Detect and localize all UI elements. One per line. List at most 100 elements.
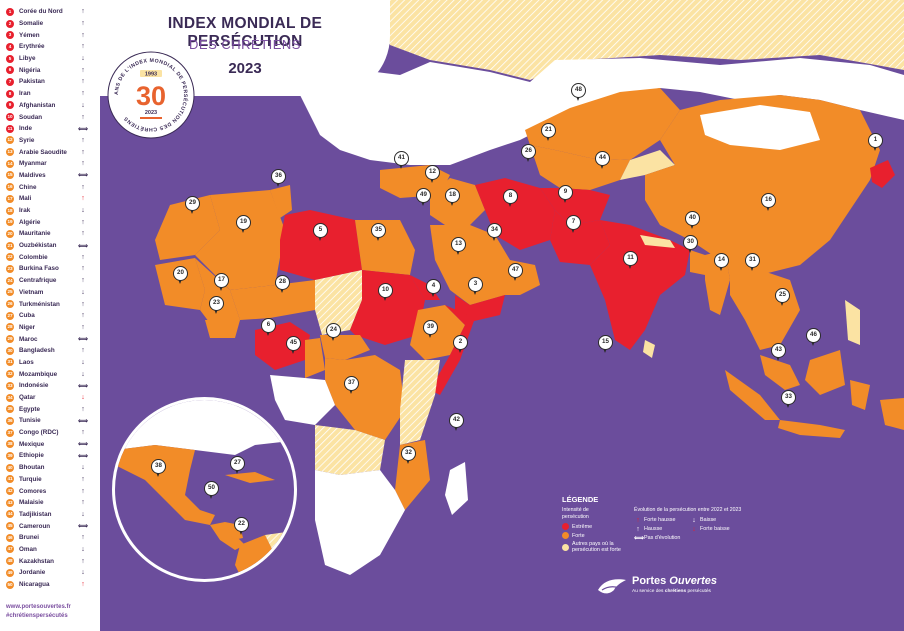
map-pin-icon[interactable]: 14 [714,253,729,272]
map-pin-icon[interactable]: 9 [558,185,573,204]
trend-arrow-icon: ↑ [81,557,85,565]
website-link[interactable]: www.portesouvertes.fr [6,604,71,610]
map-pin-icon[interactable]: 34 [487,223,502,242]
map-pin-icon[interactable]: 21 [541,123,556,142]
rank-number: 17 [6,194,14,203]
map-pin-icon[interactable]: 43 [771,343,786,362]
map-pin-icon[interactable]: 45 [286,336,301,355]
rank-country: Cuba [19,312,35,320]
map-pin-icon[interactable]: 5 [313,223,328,242]
map-pin-icon[interactable]: 33 [781,390,796,409]
map-pin-icon[interactable]: 22 [234,517,249,536]
map-pin-icon[interactable]: 31 [745,253,760,272]
rank-number: 38 [6,440,14,449]
rank-country: Bhoutan [19,464,45,472]
map-pin-icon[interactable]: 37 [344,376,359,395]
rank-number: 40 [6,463,14,472]
map-pin-icon[interactable]: 29 [185,196,200,215]
country-sri-lanka [643,340,655,358]
map-pin-icon[interactable]: 3 [468,277,483,296]
map-pin-label: 27 [230,456,245,471]
country-borneo [805,350,845,395]
map-pin-icon[interactable]: 26 [521,144,536,163]
trend-arrow-icon: ↑ [81,265,85,273]
map-pin-icon[interactable]: 39 [423,320,438,339]
map-pin-icon[interactable]: 4 [426,279,441,298]
trend-arrow-icon: ↑ [81,31,85,39]
trend-arrow-icon: ↑ [636,525,640,533]
rank-country: Turquie [19,475,42,483]
map-pin-icon[interactable]: 46 [806,328,821,347]
map-pin-icon[interactable]: 11 [623,251,638,270]
map-pin-icon[interactable]: 42 [449,413,464,432]
map-pin-icon[interactable]: 10 [378,283,393,302]
map-pin-label: 36 [271,169,286,184]
map-pin-label: 7 [566,215,581,230]
map-pin-icon[interactable]: 7 [566,215,581,234]
ranking-row: 36 Tunisie ⟺ [6,415,100,427]
map-pin-label: 13 [451,237,466,252]
map-pin-icon[interactable]: 13 [451,237,466,256]
map-pin-icon[interactable]: 6 [261,318,276,337]
country-north-korea [870,160,895,188]
map-pin-label: 41 [394,151,409,166]
map-pin-icon[interactable]: 47 [508,263,523,282]
rank-country: Ouzbékistan [19,242,57,250]
legend: LÉGENDE Intensité de persécution Extrême… [562,495,762,575]
map-pin-icon[interactable]: 1 [868,133,883,152]
map-pin-icon[interactable]: 44 [595,151,610,170]
map-pin-label: 38 [151,459,166,474]
map-pin-label: 49 [416,188,431,203]
map-pin-icon[interactable]: 23 [209,296,224,315]
legend-label: Pas d'évolution [644,535,681,541]
map-pin-icon[interactable]: 19 [236,215,251,234]
map-pin-icon[interactable]: 48 [571,83,586,102]
map-pin-icon[interactable]: 49 [416,188,431,207]
map-pin-icon[interactable]: 8 [503,189,518,208]
map-pin-icon[interactable]: 2 [453,335,468,354]
map-pin-label: 25 [775,288,790,303]
map-canvas [155,0,904,575]
trend-arrow-icon: ↑ [81,534,85,542]
map-pin-icon[interactable]: 16 [761,193,776,212]
rank-number: 5 [6,54,14,63]
map-pin-icon[interactable]: 36 [271,169,286,188]
brand-logo[interactable]: Portes Ouvertes Au service des chrétiens… [594,572,734,604]
map-pin-icon[interactable]: 18 [445,188,460,207]
map-pin-icon[interactable]: 35 [371,223,386,242]
trend-arrow-icon: ↑ [81,487,85,495]
ranking-row: 1 Corée du Nord ↑ [6,6,100,18]
rank-country: Mozambique [19,370,58,378]
map-pin-icon[interactable]: 40 [685,211,700,230]
map-pin-icon[interactable]: 28 [275,275,290,294]
rank-number: 34 [6,393,14,402]
ranking-list: 1 Corée du Nord ↑ 2 Somalie ↑ 3 Yémen ↑ 4 Érythrée… [6,6,100,590]
map-pin-icon[interactable]: 38 [151,459,166,478]
ranking-row: 37 Congo (RDC) ↑ [6,427,100,439]
map-pin-icon[interactable]: 25 [775,288,790,307]
map-pin-icon[interactable]: 30 [683,235,698,254]
rank-number: 39 [6,451,14,460]
legend-evolution-item: ⟺ Pas d'évolution [634,534,690,543]
map-pin-icon[interactable]: 24 [326,323,341,342]
rank-number: 15 [6,171,14,180]
map-pin-icon[interactable]: 32 [401,446,416,465]
rank-country: Mali [19,195,32,203]
map-pin-icon[interactable]: 27 [230,456,245,475]
trend-arrow-icon: ↑ [81,78,85,86]
map-pin-icon[interactable]: 41 [394,151,409,170]
map-pin-icon[interactable]: 50 [204,481,219,500]
map-pin-icon[interactable]: 15 [598,335,613,354]
map-pin-icon[interactable]: 20 [173,266,188,285]
rank-number: 43 [6,498,14,507]
map-pin-label: 50 [204,481,219,496]
map-pin-icon[interactable]: 17 [214,273,229,292]
rank-country: Maroc [19,335,38,343]
ranking-row: 49 Jordanie ↓ [6,567,100,579]
trend-arrow-icon: ↓ [692,525,696,533]
rank-country: Libye [19,55,36,63]
trend-arrow-icon: ↓ [692,516,696,524]
rank-country: Qatar [19,394,36,402]
rank-country: Comores [19,487,47,495]
map-pin-icon[interactable]: 12 [425,165,440,184]
